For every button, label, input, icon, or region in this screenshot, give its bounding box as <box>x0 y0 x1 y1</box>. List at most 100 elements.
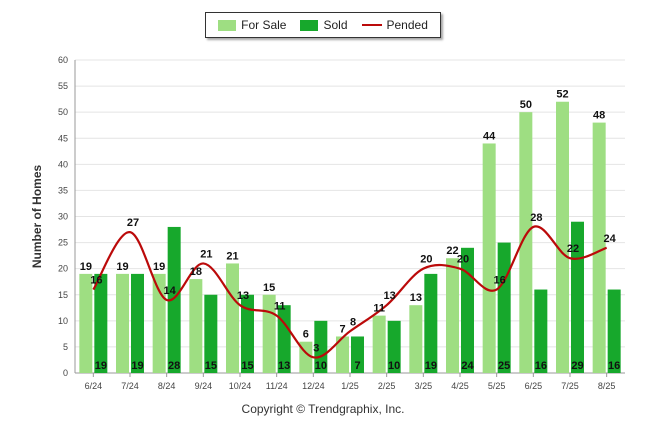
pended-value-label: 3 <box>313 342 319 354</box>
for-sale-bar <box>336 336 349 373</box>
x-tick-label: 7/25 <box>561 381 579 391</box>
for-sale-bar <box>226 263 239 373</box>
for-sale-bar <box>482 143 496 373</box>
pended-value-label: 20 <box>457 254 469 266</box>
for-sale-bar <box>446 258 459 373</box>
for-sale-bar <box>79 273 93 373</box>
sold-value-label: 19 <box>131 360 143 372</box>
sold-value-label: 29 <box>571 360 583 372</box>
for-sale-value-label: 21 <box>226 250 238 262</box>
for-sale-bar <box>556 101 569 373</box>
sold-bar <box>497 242 511 373</box>
for-sale-value-label: 19 <box>153 261 165 273</box>
chart-plot: 0 5 10 15 20 25 30 35 40 45 50 55 60 Number of Homes 6… <box>30 55 625 391</box>
sold-value-label: 15 <box>205 360 217 372</box>
for-sale-value-label: 19 <box>80 261 92 273</box>
sold-value-label: 19 <box>425 360 437 372</box>
for-sale-value-label: 15 <box>263 282 275 294</box>
y-tick-label: 55 <box>58 81 68 91</box>
for-sale-value-label: 19 <box>116 261 128 273</box>
chart-legend: For Sale Sold Pended <box>205 12 441 38</box>
legend-item-pended: Pended <box>361 18 428 32</box>
x-tick-label: 10/24 <box>229 381 252 391</box>
sold-value-label: 25 <box>498 360 510 372</box>
sold-value-label: 15 <box>241 360 253 372</box>
x-tick-label: 8/24 <box>158 381 176 391</box>
x-tick-label: 3/25 <box>415 381 433 391</box>
legend-label-sold: Sold <box>323 18 348 32</box>
pended-value-label: 16 <box>90 275 102 287</box>
x-tick-label: 1/25 <box>341 381 359 391</box>
y-tick-label: 30 <box>58 212 68 222</box>
y-tick-label: 60 <box>58 55 68 65</box>
pended-line <box>92 225 608 359</box>
sold-value-label: 19 <box>95 360 107 372</box>
x-tick-label: 4/25 <box>451 381 469 391</box>
sold-value-label: 7 <box>354 360 360 372</box>
for-sale-bar <box>409 305 423 373</box>
pended-swatch <box>361 24 382 26</box>
sold-bar <box>534 289 548 373</box>
sold-bar <box>94 273 108 373</box>
sold-bar <box>424 273 438 373</box>
x-tick-label: 12/24 <box>302 381 325 391</box>
sold-bar <box>131 273 144 373</box>
y-tick-label: 45 <box>58 133 68 143</box>
y-tick-label: 15 <box>58 290 68 300</box>
y-tick-label: 10 <box>58 316 68 326</box>
legend-item-for-sale: For Sale <box>218 18 286 32</box>
pended-value-label: 16 <box>494 275 506 287</box>
for-sale-value-label: 52 <box>556 89 568 101</box>
sold-bar <box>167 226 181 373</box>
pended-value-label: 8 <box>350 316 356 328</box>
sold-bar <box>387 320 401 373</box>
for-sale-bar <box>519 112 533 374</box>
for-sale-swatch <box>218 19 237 31</box>
for-sale-bar <box>592 122 606 373</box>
sold-bar <box>314 320 328 373</box>
x-tick-label: 2/25 <box>378 381 396 391</box>
pended-value-label: 13 <box>237 290 249 302</box>
pended-value-label: 27 <box>127 217 139 229</box>
for-sale-bar <box>372 315 386 373</box>
y-tick-label: 35 <box>58 185 68 195</box>
pended-value-label: 14 <box>164 285 177 297</box>
x-tick-label: 8/25 <box>598 381 616 391</box>
pended-value-label: 28 <box>530 212 542 224</box>
pended-value-label: 24 <box>604 233 617 245</box>
sold-value-label: 16 <box>608 360 620 372</box>
for-sale-bar <box>116 273 129 373</box>
copyright-footer: Copyright © Trendgraphix, Inc. <box>241 402 405 416</box>
sold-bar <box>351 336 364 373</box>
for-sale-bar <box>189 279 203 373</box>
pended-value-label: 22 <box>567 243 579 255</box>
y-tick-label: 40 <box>58 159 68 169</box>
sold-value-label: 10 <box>388 360 400 372</box>
for-sale-value-label: 44 <box>483 130 496 142</box>
sold-swatch <box>300 19 319 31</box>
for-sale-value-label: 50 <box>520 99 532 111</box>
sold-value-label: 13 <box>278 360 290 372</box>
for-sale-value-label: 6 <box>303 329 309 341</box>
sold-value-label: 10 <box>315 360 327 372</box>
y-tick-label: 20 <box>58 264 68 274</box>
sold-value-label: 16 <box>535 360 547 372</box>
y-tick-label: 0 <box>63 368 68 378</box>
y-axis-title: Number of Homes <box>30 165 44 269</box>
pended-value-label: 21 <box>200 248 212 260</box>
pended-value-label: 11 <box>274 301 286 313</box>
legend-label-pended: Pended <box>386 18 428 32</box>
y-tick-label: 25 <box>58 238 68 248</box>
x-tick-label: 9/24 <box>195 381 213 391</box>
y-tick-label: 5 <box>63 342 68 352</box>
x-tick-label: 6/24 <box>85 381 103 391</box>
sold-value-label: 28 <box>168 360 180 372</box>
x-tick-label: 11/24 <box>266 381 288 391</box>
sold-value-label: 24 <box>461 360 474 372</box>
for-sale-value-label: 18 <box>190 266 202 278</box>
legend-label-for-sale: For Sale <box>241 18 287 32</box>
x-tick-label: 5/25 <box>488 381 506 391</box>
sold-bar <box>277 305 291 373</box>
for-sale-bar <box>152 273 166 373</box>
x-tick-label: 7/24 <box>121 381 139 391</box>
